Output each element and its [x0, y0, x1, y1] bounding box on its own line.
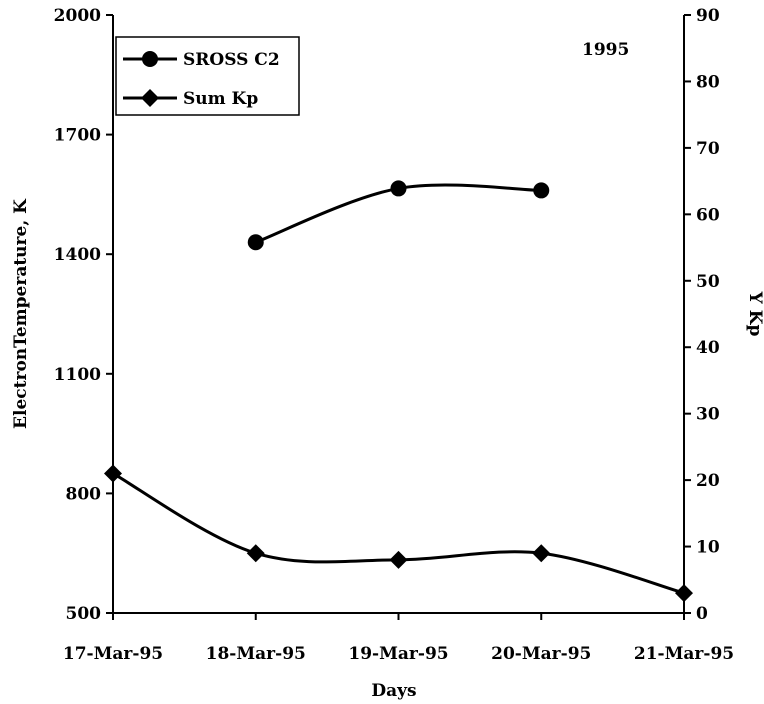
right-tick-label: 30	[696, 405, 720, 425]
legend: SROSS C2 Sum Kp	[115, 36, 300, 116]
x-tick-label: 19-Mar-95	[348, 644, 448, 664]
data-point-sross-c2	[390, 180, 407, 197]
x-axis-title: Days	[371, 681, 416, 701]
left-tick-label: 500	[66, 604, 102, 624]
x-tick-label: 21-Mar-95	[634, 644, 734, 664]
right-tick-label: 20	[696, 471, 720, 491]
data-point-sum-kp	[675, 584, 693, 603]
data-point-sum-kp	[104, 464, 122, 483]
left-tick-label: 1700	[54, 126, 101, 146]
data-point-sum-kp	[246, 544, 265, 563]
left-axis-title: ElectronTemperature, K	[11, 198, 31, 429]
right-tick-label: 0	[696, 604, 708, 624]
data-point-sum-kp	[389, 550, 408, 569]
right-axis-ticks: 0 10 20 30 40 50 60 70 80 90	[684, 6, 720, 624]
left-tick-label: 1100	[54, 365, 101, 385]
right-tick-label: 10	[696, 538, 720, 558]
right-tick-label: 40	[696, 338, 720, 358]
left-tick-label: 2000	[54, 6, 101, 26]
right-tick-label: 70	[696, 139, 720, 159]
year-annotation: 1995	[582, 40, 629, 60]
x-tick-label: 20-Mar-95	[491, 644, 591, 664]
legend-label-kp: Sum Kp	[183, 89, 258, 109]
x-tick-label: 17-Mar-95	[63, 644, 163, 664]
data-point-sum-kp	[532, 544, 551, 563]
x-axis-ticks: 17-Mar-95 18-Mar-95 19-Mar-95 20-Mar-95 21-M…	[63, 613, 734, 664]
series-layer	[104, 180, 693, 603]
left-tick-label: 1400	[54, 245, 101, 265]
left-tick-label: 800	[66, 484, 102, 504]
right-axis-title: Y Kp	[745, 291, 764, 337]
legend-label-sross: SROSS C2	[183, 50, 280, 70]
data-point-sross-c2	[247, 234, 264, 251]
left-axis-ticks: 500 800 1100 1400 1700 2000	[54, 6, 113, 624]
legend-marker-sross	[142, 51, 158, 67]
data-point-sross-c2	[533, 182, 550, 199]
right-tick-label: 90	[696, 6, 720, 26]
x-tick-label: 18-Mar-95	[206, 644, 306, 664]
series-line-sum-kp	[112, 472, 685, 595]
right-tick-label: 80	[696, 72, 720, 92]
right-tick-label: 60	[696, 205, 720, 225]
legend-marker-kp	[141, 89, 159, 107]
right-tick-label: 50	[696, 272, 720, 292]
